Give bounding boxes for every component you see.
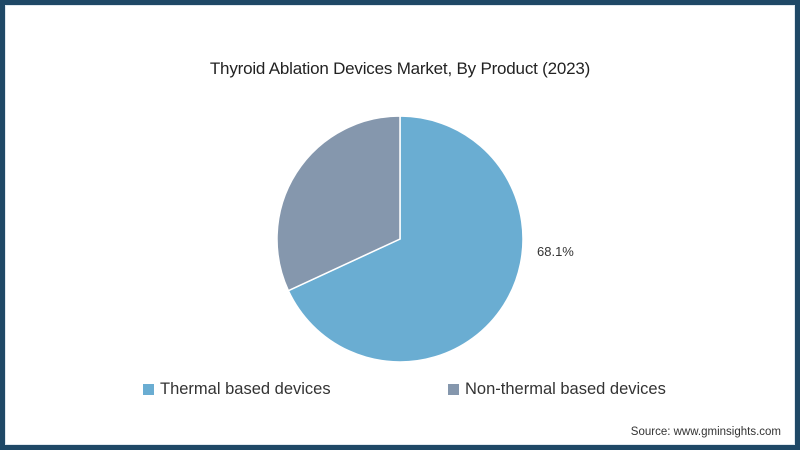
legend-swatch-thermal bbox=[143, 383, 154, 395]
legend-label-thermal: Thermal based devices bbox=[160, 379, 331, 398]
legend-item-non-thermal: Non-thermal based devices bbox=[448, 378, 666, 400]
source-note: Source: www.gminsights.com bbox=[630, 426, 781, 438]
pie-slice-thermal bbox=[287, 115, 524, 363]
legend-label-non-thermal: Non-thermal based devices bbox=[465, 379, 666, 398]
pie-slice-non-thermal bbox=[276, 115, 401, 292]
legend-item-thermal: Thermal based devices bbox=[143, 378, 331, 400]
legend-swatch-non-thermal bbox=[448, 383, 459, 395]
chart-title: Thyroid Ablation Devices Market, By Prod… bbox=[209, 59, 591, 78]
chart-frame-inner bbox=[5, 5, 795, 445]
thermal-data-label: 68.1% bbox=[537, 244, 574, 259]
